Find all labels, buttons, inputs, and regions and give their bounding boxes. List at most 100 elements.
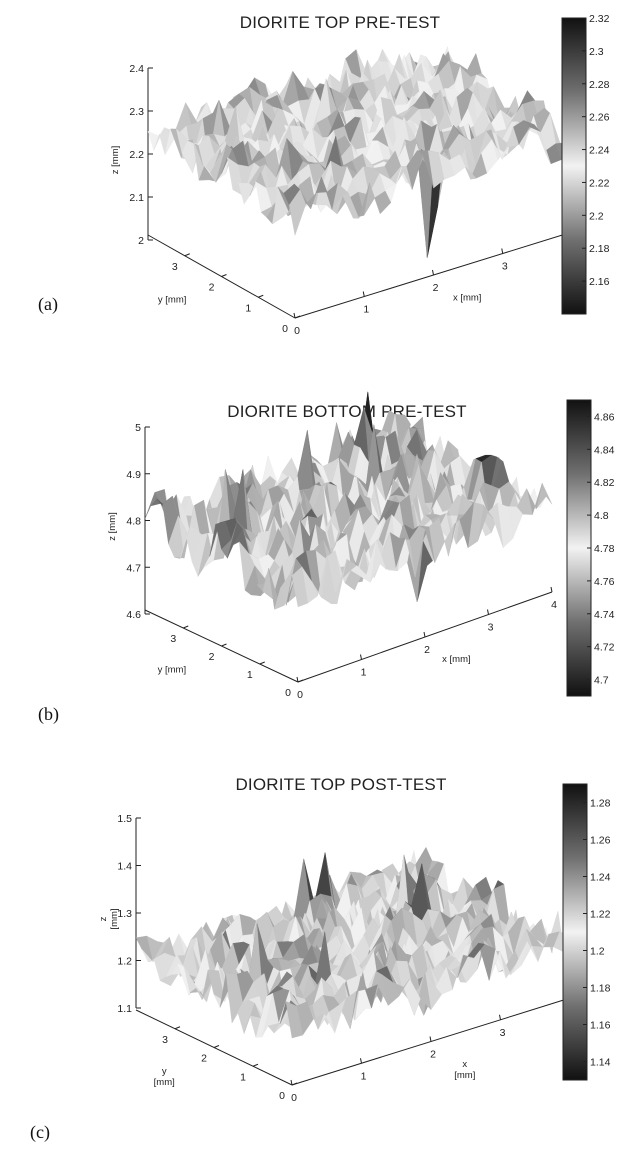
y-tick-mark (291, 1082, 298, 1086)
surface-mesh (135, 846, 571, 1039)
panel-label: (c) (30, 1122, 50, 1143)
x-axis-label: x [mm] (442, 654, 471, 665)
x-tick-mark (296, 676, 299, 683)
panel-label: (b) (38, 704, 59, 725)
plot-title: DIORITE TOP PRE-TEST (240, 13, 440, 32)
x-tick-mark (499, 1014, 501, 1020)
x-tick-label: 0 (291, 1092, 297, 1104)
y-tick-label: 1 (247, 669, 253, 681)
y-tick-mark (297, 679, 304, 683)
y-tick-mark (221, 643, 227, 647)
colorbar-tick-label: 1.22 (590, 909, 611, 921)
x-tick-mark (360, 1058, 362, 1064)
y-tick-label: 1 (240, 1071, 246, 1083)
colorbar-tick-label: 2.22 (589, 177, 610, 189)
colorbar-tick-label: 4.78 (594, 543, 615, 555)
z-tick-label: 2.4 (129, 63, 144, 75)
x-tick-label: 2 (433, 282, 439, 294)
colorbar-tick-label: 1.16 (590, 1020, 611, 1032)
surface-facet (285, 1001, 303, 1039)
y-tick-label: 2 (209, 651, 215, 663)
x-tick-label: 0 (294, 325, 300, 337)
colorbar-tick-label: 2.3 (589, 46, 604, 58)
z-tick-label: 4.6 (126, 609, 141, 621)
x-tick-label: 3 (502, 261, 508, 273)
z-tick-label: 1.3 (117, 908, 132, 920)
z-tick-label: 1.5 (117, 813, 132, 825)
x-axis-label: x [mm] (454, 1059, 475, 1081)
colorbar-tick-label: 1.14 (590, 1057, 611, 1069)
colorbar-tick-label: 2.2 (589, 210, 604, 222)
colorbar-tick-label: 2.18 (589, 243, 610, 255)
colorbar-tick-label: 2.26 (589, 112, 610, 124)
y-tick-mark (183, 625, 189, 629)
colorbar-tick-label: 1.24 (590, 872, 611, 884)
y-tick-mark (258, 294, 264, 298)
z-tick-label: 4.8 (126, 516, 141, 528)
x-tick-mark (487, 609, 489, 615)
surface-mesh (147, 45, 573, 258)
colorbar-tick-label: 1.2 (590, 946, 605, 958)
colorbar (562, 783, 588, 1081)
x-tick-mark (550, 586, 553, 593)
x-tick-label: 4 (551, 599, 557, 611)
x-axis-label: x [mm] (453, 292, 482, 303)
colorbar-tick-label: 4.7 (594, 675, 609, 687)
y-tick-mark (184, 253, 190, 257)
y-tick-mark (252, 1063, 259, 1067)
plot-title: DIORITE TOP POST-TEST (235, 775, 446, 794)
y-tick-label: 0 (285, 687, 291, 699)
z-tick-label: 5 (135, 422, 141, 434)
surface-mesh (144, 391, 553, 610)
y-tick-mark (213, 1045, 220, 1048)
x-tick-mark (501, 248, 504, 254)
y-tick-label: 0 (279, 1090, 285, 1102)
panel-label: (a) (38, 294, 58, 315)
x-tick-mark (360, 654, 362, 660)
y-tick-mark (221, 274, 227, 277)
x-tick-label: 2 (430, 1049, 436, 1061)
y-tick-label: 3 (172, 261, 178, 273)
x-tick-label: 2 (424, 644, 430, 656)
z-tick-label: 2 (138, 235, 144, 247)
colorbar-tick-label: 4.76 (594, 576, 615, 588)
z-tick-label: 2.3 (129, 106, 144, 118)
y-tick-label: 3 (170, 633, 176, 645)
z-tick-label: 1.1 (117, 1003, 132, 1015)
z-tick-label: 2.2 (129, 149, 144, 161)
colorbar-tick-label: 1.26 (590, 835, 611, 847)
surface-facet (289, 189, 306, 237)
x-tick-label: 1 (363, 304, 369, 316)
x-tick-label: 3 (488, 622, 494, 634)
colorbar (561, 17, 587, 315)
y-tick-label: 0 (282, 323, 288, 335)
x-tick-mark (423, 631, 426, 638)
x-tick-mark (362, 291, 365, 297)
surface-facet (291, 566, 309, 608)
colorbar-tick-label: 4.86 (594, 411, 615, 423)
y-tick-label: 2 (201, 1053, 207, 1065)
colorbar-tick-label: 2.24 (589, 145, 610, 157)
x-tick-mark (293, 312, 296, 319)
surface-plot-3: DIORITE TOP POST-TEST0123401231.11.21.31… (30, 775, 611, 1143)
x-tick-mark (290, 1079, 293, 1086)
surface-plot-2: DIORITE BOTTOM PRE-TEST 0 1 2 3 4 0 1 2 3 4.6 4.7 4.… (38, 391, 615, 725)
z-tick-label: 1.4 (117, 861, 132, 873)
x-tick-label: 0 (297, 689, 303, 701)
x-tick-label: 3 (500, 1027, 506, 1039)
colorbar-tick-label: 1.28 (590, 798, 611, 810)
surface-facet (464, 52, 482, 78)
x-tick-mark (432, 269, 434, 276)
z-axis-label: z [mm] (107, 512, 118, 541)
y-tick-label: 3 (162, 1034, 168, 1046)
surface-plot-1: DIORITE TOP PRE-TEST01234012322.12.22.32… (38, 13, 610, 337)
colorbar-tick-label: 2.32 (589, 13, 610, 25)
colorbar-tick-label: 4.84 (594, 444, 615, 456)
colorbar-tick-label: 1.18 (590, 983, 611, 995)
z-tick-label: 4.7 (126, 562, 141, 574)
z-axis-label: z [mm] (110, 146, 121, 175)
plot-title: DIORITE BOTTOM PRE-TEST (227, 402, 466, 421)
z-tick-label: 4.9 (126, 469, 141, 481)
y-tick-mark (174, 1026, 181, 1030)
